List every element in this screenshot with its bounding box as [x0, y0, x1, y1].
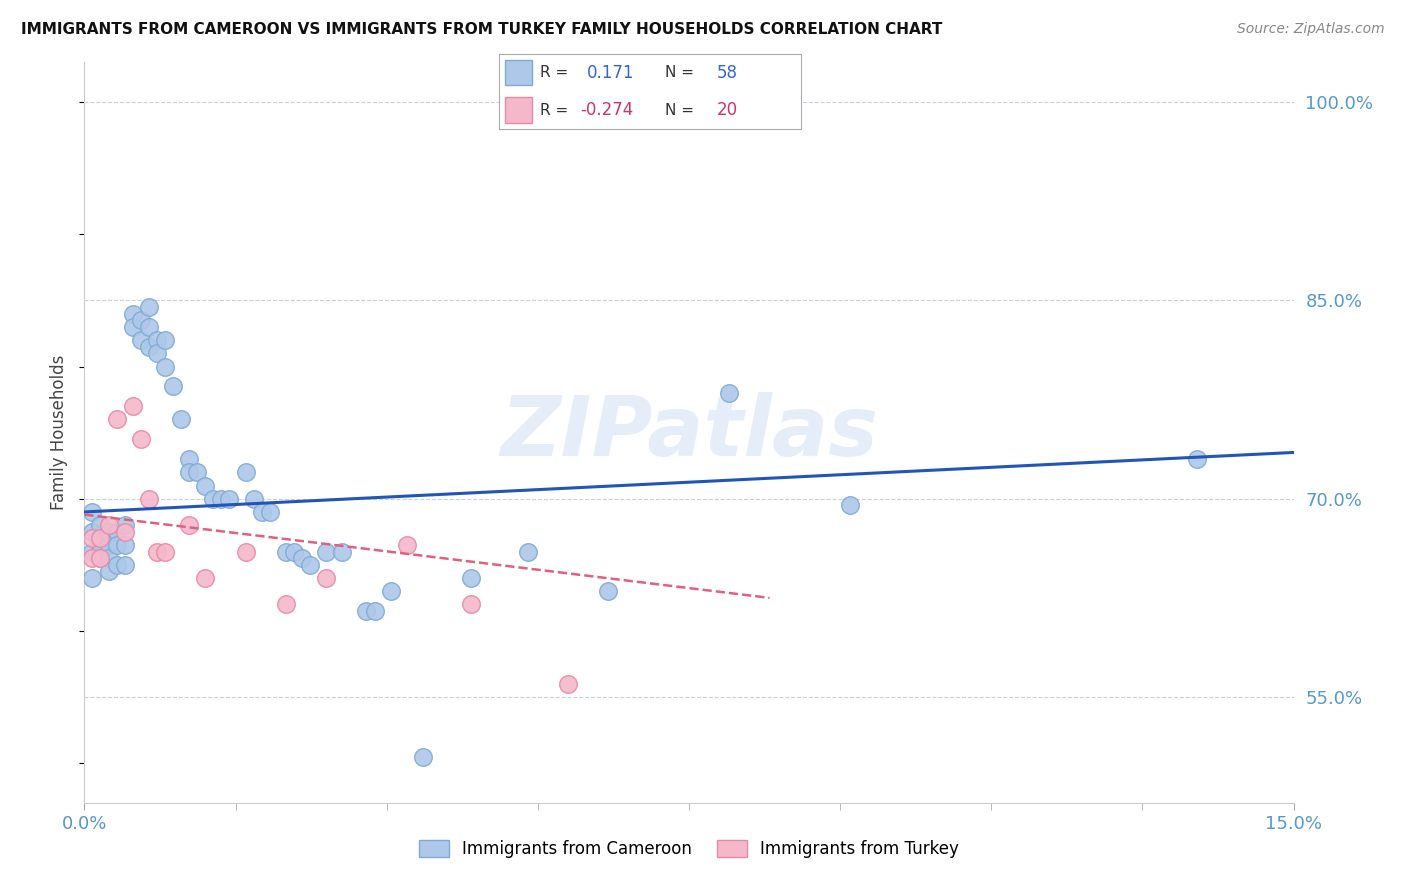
Legend: Immigrants from Cameroon, Immigrants from Turkey: Immigrants from Cameroon, Immigrants fro…: [412, 833, 966, 865]
Point: [105, 538, 128, 552]
Point: [89, 551, 111, 566]
Point: [153, 333, 176, 347]
Point: [186, 465, 208, 479]
Point: [97, 551, 120, 566]
Point: [242, 491, 264, 506]
Point: [218, 491, 240, 506]
Point: [138, 340, 160, 354]
Point: [315, 571, 337, 585]
Point: [162, 379, 184, 393]
Point: [299, 558, 322, 572]
Point: [202, 491, 225, 506]
Point: [129, 333, 152, 347]
Point: [121, 399, 143, 413]
Point: [89, 538, 111, 552]
Point: [82, 532, 104, 546]
Point: [170, 412, 193, 426]
Point: [138, 300, 160, 314]
Text: -0.274: -0.274: [581, 101, 634, 119]
Point: [114, 518, 136, 533]
Point: [97, 538, 120, 552]
Point: [82, 524, 104, 539]
FancyBboxPatch shape: [505, 97, 533, 122]
Point: [363, 604, 385, 618]
Point: [194, 571, 217, 585]
Point: [259, 505, 281, 519]
Point: [97, 524, 120, 539]
Point: [179, 465, 201, 479]
Text: N =: N =: [665, 65, 695, 80]
Point: [460, 598, 482, 612]
Point: [153, 544, 176, 558]
Text: N =: N =: [665, 103, 695, 118]
Point: [839, 499, 862, 513]
Point: [105, 524, 128, 539]
Point: [557, 677, 579, 691]
Point: [209, 491, 232, 506]
Point: [153, 359, 176, 374]
Point: [121, 319, 143, 334]
Point: [129, 313, 152, 327]
Point: [395, 538, 418, 552]
Y-axis label: Family Households: Family Households: [51, 355, 69, 510]
Point: [1185, 452, 1208, 467]
Point: [250, 505, 273, 519]
Point: [114, 524, 136, 539]
Point: [194, 478, 217, 492]
Point: [89, 544, 111, 558]
Text: IMMIGRANTS FROM CAMEROON VS IMMIGRANTS FROM TURKEY FAMILY HOUSEHOLDS CORRELATION: IMMIGRANTS FROM CAMEROON VS IMMIGRANTS F…: [21, 22, 942, 37]
Point: [330, 544, 353, 558]
Point: [460, 571, 482, 585]
Point: [105, 558, 128, 572]
Point: [129, 432, 152, 446]
Text: ZIPatlas: ZIPatlas: [501, 392, 877, 473]
Point: [121, 307, 143, 321]
Point: [82, 544, 104, 558]
Point: [138, 491, 160, 506]
Point: [412, 749, 434, 764]
Point: [235, 544, 257, 558]
Text: R =: R =: [540, 65, 568, 80]
Point: [114, 558, 136, 572]
Point: [380, 584, 402, 599]
Point: [718, 386, 741, 401]
Point: [97, 518, 120, 533]
Text: 20: 20: [717, 101, 738, 119]
Point: [598, 584, 620, 599]
Text: Source: ZipAtlas.com: Source: ZipAtlas.com: [1237, 22, 1385, 37]
Point: [356, 604, 378, 618]
Point: [179, 518, 201, 533]
Point: [89, 551, 111, 566]
Text: 0.171: 0.171: [586, 64, 634, 82]
FancyBboxPatch shape: [505, 61, 533, 86]
Point: [89, 532, 111, 546]
Point: [146, 544, 169, 558]
Point: [274, 598, 297, 612]
Point: [315, 544, 337, 558]
Text: R =: R =: [540, 103, 568, 118]
Point: [82, 505, 104, 519]
Text: 58: 58: [717, 64, 738, 82]
Point: [235, 465, 257, 479]
Point: [138, 319, 160, 334]
Point: [82, 551, 104, 566]
Point: [105, 412, 128, 426]
Point: [179, 452, 201, 467]
Point: [274, 544, 297, 558]
Point: [146, 346, 169, 360]
Point: [146, 333, 169, 347]
Point: [97, 565, 120, 579]
Point: [89, 518, 111, 533]
Point: [516, 544, 538, 558]
Point: [82, 571, 104, 585]
Point: [114, 538, 136, 552]
Point: [291, 551, 314, 566]
Point: [283, 544, 305, 558]
